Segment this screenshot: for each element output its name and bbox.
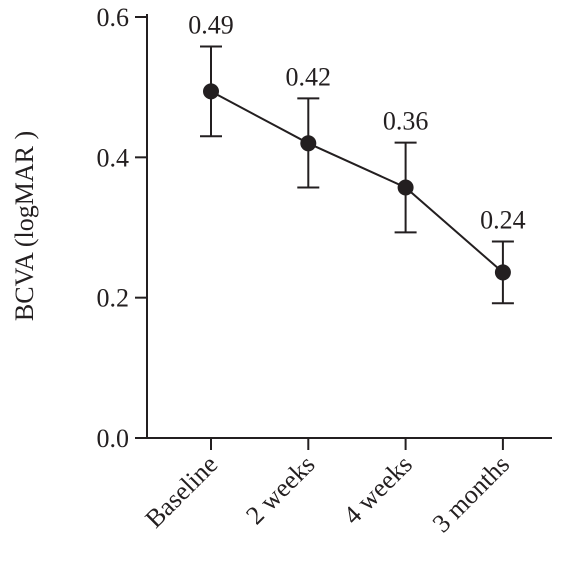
x-tick-label: 4 weeks (338, 450, 418, 530)
x-tick-label: Baseline (139, 450, 223, 534)
y-tick-label: 0.6 (97, 3, 130, 32)
y-tick-label: 0.0 (97, 424, 130, 453)
data-point (397, 179, 414, 196)
data-label: 0.49 (188, 10, 234, 39)
series-line (210, 90, 504, 274)
data-labels: 0.49 0.42 0.36 0.24 (188, 10, 525, 234)
data-point (494, 264, 511, 281)
y-tick-label: 0.2 (97, 284, 130, 313)
x-tick-label: 3 months (427, 450, 515, 538)
data-label: 0.42 (286, 62, 332, 91)
series (200, 45, 514, 305)
x-ticks: Baseline 2 weeks 4 weeks 3 months (139, 438, 515, 538)
data-label: 0.36 (383, 107, 429, 136)
axes (146, 14, 552, 439)
y-ticks: 0.0 0.2 0.4 0.6 (97, 3, 147, 453)
y-tick-label: 0.4 (97, 143, 130, 172)
x-tick-label: 2 weeks (240, 450, 320, 530)
data-point (203, 83, 219, 100)
data-label: 0.24 (480, 206, 526, 235)
y-axis-title: BCVA (logMAR ) (10, 131, 39, 321)
data-point (300, 135, 317, 152)
